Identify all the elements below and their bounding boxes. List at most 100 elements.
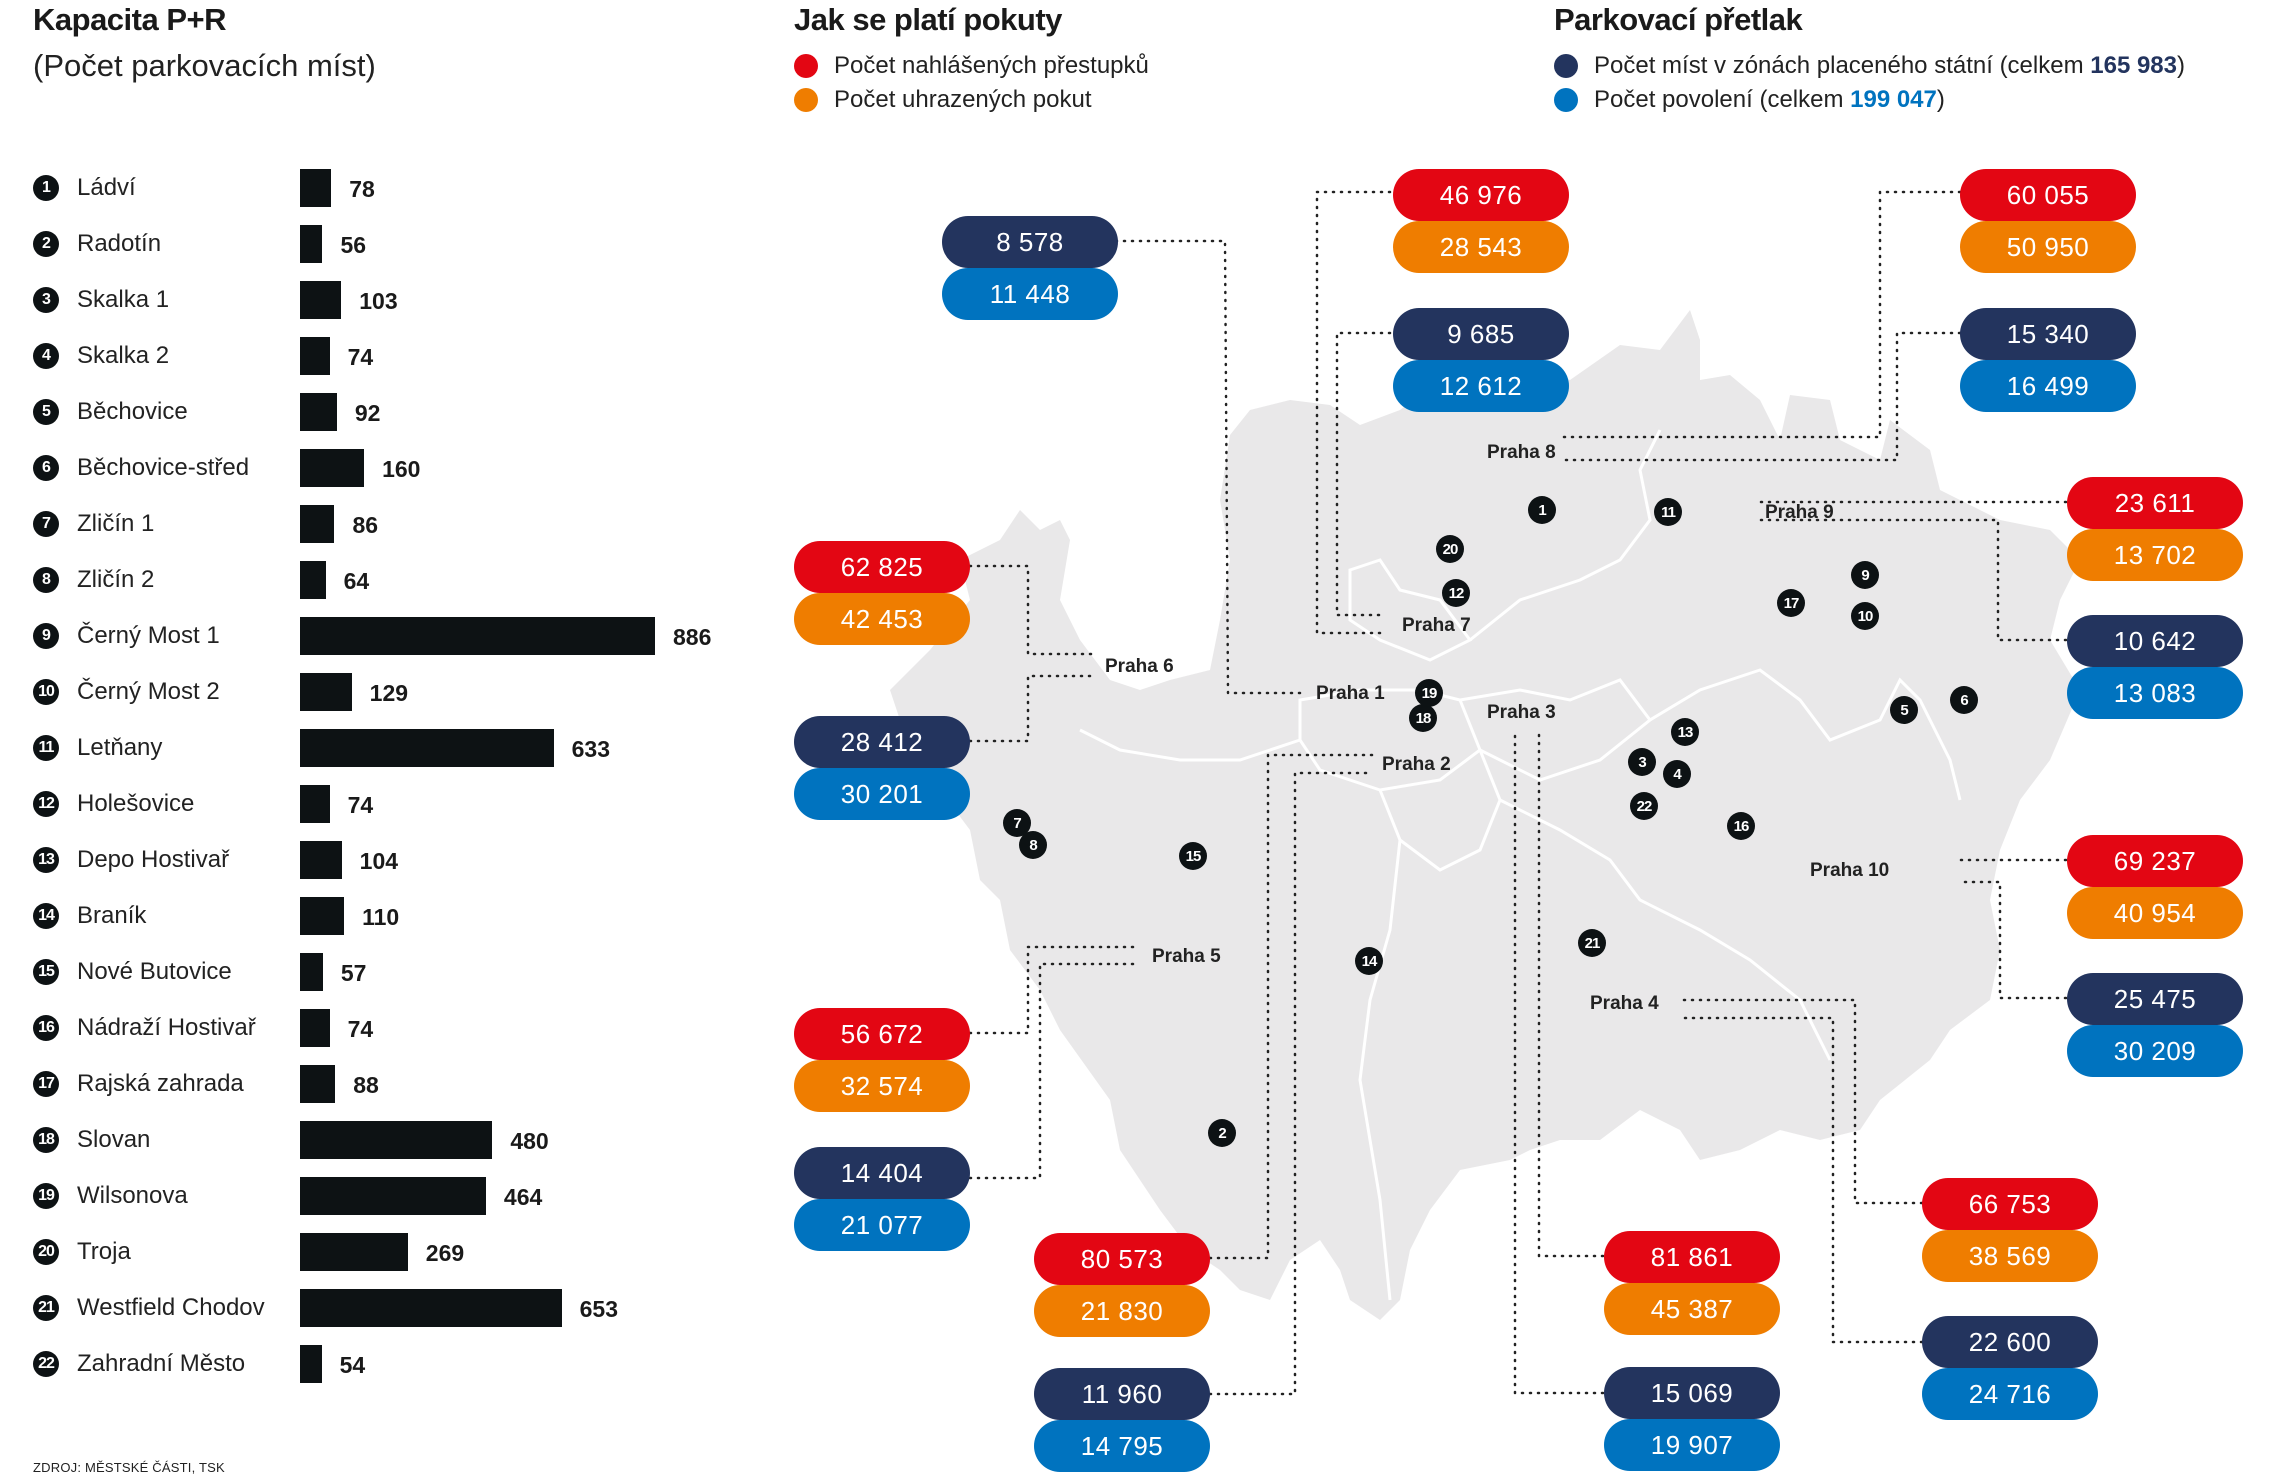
district-label-praha1: Praha 1 — [1316, 683, 1385, 704]
pill-praha2-reported-offences: 80 573 — [1034, 1233, 1210, 1285]
bar-value-label: 480 — [510, 1128, 549, 1154]
pr-number-badge: 18 — [33, 1127, 59, 1153]
leader-line-praha10-zones — [1958, 880, 2068, 1000]
bar-category-label: Letňany — [77, 734, 163, 761]
red-dot-icon — [794, 54, 818, 78]
bar-category-label: Černý Most 2 — [77, 678, 220, 705]
bar — [300, 617, 655, 655]
total-paid-zone-spaces: 165 983 — [2090, 52, 2178, 79]
map-marker-18[interactable]: 18 — [1409, 704, 1437, 732]
map-marker-21[interactable]: 21 — [1578, 929, 1606, 957]
map-marker-2[interactable]: 2 — [1208, 1119, 1236, 1147]
pr-number-badge: 14 — [33, 903, 59, 929]
bar-category-label: Wilsonova — [77, 1182, 188, 1209]
bar-row: 18 Slovan — [33, 1120, 150, 1160]
map-marker-1[interactable]: 1 — [1528, 496, 1556, 524]
bar-row: 7 Zličín 1 — [33, 504, 154, 544]
prague-outline — [890, 310, 2080, 1320]
pr-number-badge: 13 — [33, 847, 59, 873]
pill-praha6-paid-fines: 42 453 — [794, 593, 970, 645]
pr-number-badge: 6 — [33, 455, 59, 481]
bar-value-label: 160 — [382, 456, 421, 482]
pill-praha3-permits: 19 907 — [1604, 1419, 1780, 1471]
map-marker-17[interactable]: 17 — [1777, 589, 1805, 617]
map-marker-9[interactable]: 9 — [1851, 561, 1879, 589]
bar-category-label: Skalka 1 — [77, 286, 170, 313]
bar — [300, 1233, 408, 1271]
leader-line-praha7-fines — [1315, 190, 1392, 635]
pill-praha2-paid-zone-spaces: 11 960 — [1034, 1368, 1210, 1420]
bar — [300, 785, 330, 823]
district-label-praha5: Praha 5 — [1152, 946, 1221, 967]
map-marker-19[interactable]: 19 — [1415, 679, 1443, 707]
blue-dot-icon — [1554, 88, 1578, 112]
bar-value-label: 92 — [354, 400, 381, 426]
bar-value-label: 86 — [352, 512, 379, 538]
pill-praha4-reported-offences: 66 753 — [1922, 1178, 2098, 1230]
district-border — [1499, 798, 1832, 1061]
pr-number-badge: 5 — [33, 399, 59, 425]
map-marker-22[interactable]: 22 — [1630, 792, 1658, 820]
bar-category-label: Skalka 2 — [77, 342, 170, 369]
map-marker-10[interactable]: 10 — [1851, 602, 1879, 630]
map-marker-16[interactable]: 16 — [1727, 812, 1755, 840]
district-border — [1358, 839, 1402, 1301]
pr-number-badge: 3 — [33, 287, 59, 313]
district-border — [1079, 728, 1301, 762]
map-marker-6[interactable]: 6 — [1950, 686, 1978, 714]
map-marker-14[interactable]: 14 — [1355, 947, 1383, 975]
map-marker-3[interactable]: 3 — [1628, 748, 1656, 776]
pill-praha9-paid-fines: 13 702 — [2067, 529, 2243, 581]
pill-praha1-paid-zone-spaces: 8 578 — [942, 216, 1118, 268]
district-label-praha8: Praha 8 — [1487, 442, 1556, 463]
pill-praha9-reported-offences: 23 611 — [2067, 477, 2243, 529]
map-marker-8[interactable]: 8 — [1019, 831, 1047, 859]
bar-row: 4 Skalka 2 — [33, 336, 169, 376]
bar-row: 10 Černý Most 2 — [33, 672, 220, 712]
leader-line-praha5-fines — [968, 945, 1142, 1035]
bar-row: 12 Holešovice — [33, 784, 194, 824]
bar-row: 22 Zahradní Město — [33, 1344, 245, 1384]
pr-number-badge: 17 — [33, 1071, 59, 1097]
map-marker-11[interactable]: 11 — [1654, 498, 1682, 526]
pr-number-badge: 16 — [33, 1015, 59, 1041]
bar — [300, 169, 332, 207]
bar — [300, 1009, 330, 1047]
pill-praha8-permits: 16 499 — [1960, 360, 2136, 412]
map-marker-15[interactable]: 15 — [1179, 842, 1207, 870]
pr-number-badge: 1 — [33, 175, 59, 201]
bar-row: 1 Ládví — [33, 168, 136, 208]
pill-praha10-paid-zone-spaces: 25 475 — [2067, 973, 2243, 1025]
map-marker-4[interactable]: 4 — [1663, 760, 1691, 788]
bar-row: 3 Skalka 1 — [33, 280, 169, 320]
total-permits: 199 047 — [1850, 86, 1937, 113]
bar-category-label: Troja — [77, 1238, 131, 1265]
bar-row: 15 Nové Butovice — [33, 952, 232, 992]
bar — [300, 225, 323, 263]
bar-category-label: Zličín 2 — [77, 566, 155, 593]
map-marker-20[interactable]: 20 — [1436, 535, 1464, 563]
pill-praha2-permits: 14 795 — [1034, 1420, 1210, 1472]
district-border — [1348, 558, 1473, 662]
legend-item-paid-zone-spaces: Počet míst v zónách placeného státní (ce… — [1554, 52, 2185, 80]
map-marker-7[interactable]: 7 — [1003, 809, 1031, 837]
pill-praha7-paid-zone-spaces: 9 685 — [1393, 308, 1569, 360]
bar-value-label: 56 — [340, 232, 367, 258]
pill-praha5-reported-offences: 56 672 — [794, 1008, 970, 1060]
pr-number-badge: 19 — [33, 1183, 59, 1209]
bar-category-label: Nádraží Hostivař — [77, 1014, 256, 1041]
bar-row: 17 Rajská zahrada — [33, 1064, 244, 1104]
bar — [300, 1177, 486, 1215]
pr-number-badge: 12 — [33, 791, 59, 817]
bar-category-label: Běchovice — [77, 398, 188, 425]
district-label-praha10: Praha 10 — [1810, 860, 1890, 881]
map-marker-13[interactable]: 13 — [1671, 718, 1699, 746]
bar-value-label: 57 — [340, 960, 367, 986]
bar-row: 9 Černý Most 1 — [33, 616, 220, 656]
map-marker-12[interactable]: 12 — [1442, 579, 1470, 607]
bar-value-label: 110 — [362, 904, 400, 930]
district-border — [1459, 678, 1653, 782]
bar-category-label: Depo Hostivař — [77, 846, 230, 873]
map-marker-5[interactable]: 5 — [1890, 696, 1918, 724]
bar-category-label: Zahradní Město — [77, 1350, 246, 1377]
